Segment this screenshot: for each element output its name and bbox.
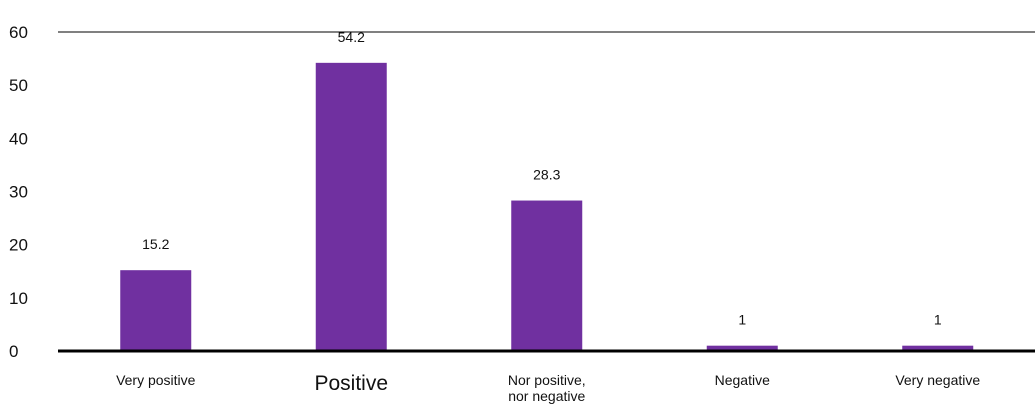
y-tick-label: 50 xyxy=(9,76,28,95)
x-tick-label: Negative xyxy=(715,372,770,388)
y-tick-label: 20 xyxy=(9,236,28,255)
y-tick-label: 0 xyxy=(9,342,18,361)
data-labels: 15.2 54.2 28.3 1 1 xyxy=(142,29,942,328)
data-label: 1 xyxy=(934,312,942,328)
y-tick-label: 10 xyxy=(9,289,28,308)
x-tick-label: Positive xyxy=(314,372,388,395)
x-axis-labels: Very positive Positive Nor positive, nor ne… xyxy=(116,372,980,404)
x-tick-label: Nor positive, nor negative xyxy=(508,372,586,404)
bar xyxy=(706,345,778,351)
data-label: 1 xyxy=(738,312,746,328)
bars xyxy=(120,62,974,351)
bar xyxy=(902,345,974,351)
data-label: 28.3 xyxy=(533,167,560,183)
data-label: 54.2 xyxy=(338,29,365,45)
bar xyxy=(120,270,192,351)
x-tick-label: Very positive xyxy=(116,372,196,388)
y-tick-label: 30 xyxy=(9,183,28,202)
bar xyxy=(511,200,583,351)
y-axis-ticks: 0 10 20 30 40 50 60 xyxy=(9,23,28,361)
y-tick-label: 40 xyxy=(9,129,28,148)
x-tick-label: Very negative xyxy=(895,372,980,388)
bar xyxy=(315,62,387,351)
y-tick-label: 60 xyxy=(9,23,28,42)
data-label: 15.2 xyxy=(142,236,169,252)
